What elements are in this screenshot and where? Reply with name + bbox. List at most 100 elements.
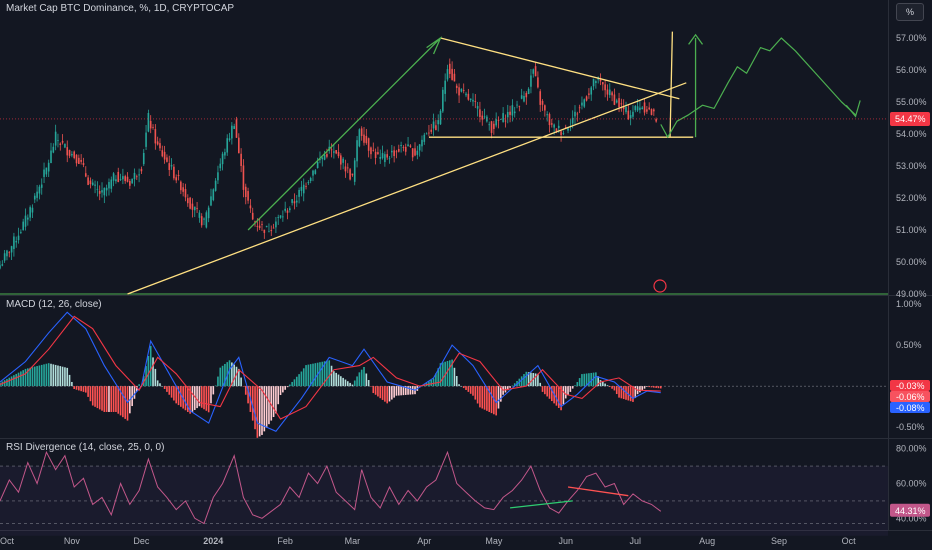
- time-tick-label: Sep: [771, 536, 787, 546]
- candle-body: [182, 187, 184, 192]
- macd-histogram-bar: [138, 384, 140, 387]
- macd-value-badge: [890, 402, 930, 413]
- candle-body: [393, 150, 395, 157]
- candle-body: [133, 172, 136, 180]
- vertical-breakout-line: [669, 31, 674, 138]
- macd-histogram-bar: [365, 373, 368, 387]
- macd-histogram-bar: [193, 386, 196, 410]
- macd-histogram-bar: [189, 386, 191, 414]
- macd-histogram-bar: [117, 386, 120, 414]
- candle-body: [54, 131, 57, 146]
- macd-histogram-bar: [38, 365, 41, 387]
- macd-histogram-bar: [330, 365, 333, 387]
- macd-histogram-bar: [432, 378, 435, 387]
- candle-body: [504, 120, 507, 122]
- macd-histogram-bar: [233, 364, 235, 387]
- macd-histogram-bar: [228, 360, 231, 387]
- percent-scale-button[interactable]: %: [896, 3, 924, 21]
- macd-histogram-bar: [400, 386, 402, 396]
- macd-histogram-bar: [302, 368, 305, 387]
- macd-histogram-bar: [659, 386, 662, 389]
- macd-histogram-bar: [576, 382, 579, 387]
- macd-histogram-bar: [486, 386, 488, 411]
- candle-body: [490, 121, 493, 133]
- macd-histogram-bar: [483, 386, 486, 410]
- macd-histogram-bar: [10, 376, 13, 387]
- macd-histogram-bar: [270, 386, 273, 421]
- candle-body: [268, 231, 270, 233]
- macd-histogram-bar: [435, 373, 437, 387]
- macd-histogram-bar: [395, 386, 398, 396]
- candle-body: [75, 154, 78, 164]
- macd-histogram-bar: [393, 386, 395, 398]
- macd-histogram-bar: [604, 383, 606, 387]
- macd-histogram-bar: [214, 385, 217, 387]
- macd-histogram-bar: [326, 360, 328, 387]
- macd-histogram-bar: [546, 386, 548, 397]
- candle-body: [388, 158, 391, 160]
- macd-histogram-bar: [277, 386, 280, 405]
- macd-histogram-bar: [620, 386, 623, 399]
- candle-body: [219, 163, 222, 169]
- candle-body: [641, 107, 644, 110]
- macd-histogram-bar: [75, 386, 78, 390]
- candle-body: [527, 88, 530, 95]
- candle-body: [469, 98, 472, 101]
- candle-body: [608, 89, 611, 96]
- macd-histogram-bar: [3, 380, 6, 387]
- candle-body: [129, 181, 131, 186]
- candle-body: [205, 212, 208, 228]
- price-tick-label: 53.00%: [896, 161, 927, 171]
- candle-body: [416, 150, 419, 155]
- macd-histogram-bar: [481, 386, 484, 409]
- candle-body: [103, 187, 106, 196]
- macd-histogram-bar: [80, 386, 82, 392]
- macd-histogram-bar: [555, 386, 558, 406]
- macd-histogram-bar: [578, 378, 581, 387]
- macd-histogram-bar: [646, 386, 648, 387]
- candle-body: [170, 165, 173, 167]
- time-tick-label: May: [485, 536, 503, 546]
- candle-body: [460, 88, 463, 92]
- macd-histogram-bar: [442, 362, 444, 387]
- candle-body: [344, 166, 347, 172]
- candle-body: [562, 133, 565, 135]
- macd-histogram-bar: [240, 377, 242, 387]
- macd-histogram-bar: [221, 365, 224, 387]
- macd-histogram-bar: [168, 386, 171, 395]
- candle-body: [59, 143, 62, 145]
- macd-histogram-bar: [175, 386, 178, 404]
- macd-histogram-bar: [551, 386, 553, 402]
- macd-histogram-bar: [407, 386, 409, 395]
- macd-histogram-bar: [453, 367, 456, 387]
- candle-body: [115, 179, 117, 182]
- macd-histogram-bar: [493, 386, 495, 415]
- macd-histogram-bar: [643, 386, 646, 389]
- candle-body: [193, 206, 196, 211]
- macd-histogram-bar: [421, 386, 423, 387]
- candle-body: [101, 190, 103, 193]
- macd-histogram-bar: [203, 386, 205, 410]
- time-tick-label: Apr: [417, 536, 431, 546]
- macd-tick-label: 0.50%: [896, 340, 922, 350]
- macd-histogram-bar: [263, 386, 266, 432]
- candle-body: [326, 154, 328, 157]
- candle-body: [588, 93, 590, 95]
- macd-histogram-bar: [367, 380, 370, 387]
- macd-histogram-bar: [404, 386, 407, 395]
- arrow-head-down: [845, 100, 861, 118]
- candle-body: [284, 208, 286, 211]
- macd-histogram-bar: [256, 386, 259, 438]
- macd-histogram-bar: [530, 372, 532, 387]
- macd-histogram-bar: [585, 373, 588, 387]
- macd-histogram-bar: [430, 379, 433, 387]
- candle-body: [653, 109, 655, 112]
- candle-body: [432, 121, 435, 129]
- candle-body: [145, 132, 147, 147]
- macd-histogram-bar: [606, 385, 609, 387]
- candle-body: [632, 111, 634, 117]
- time-tick-label: Oct: [842, 536, 857, 546]
- candle-body: [636, 106, 639, 111]
- candle-body: [154, 129, 157, 144]
